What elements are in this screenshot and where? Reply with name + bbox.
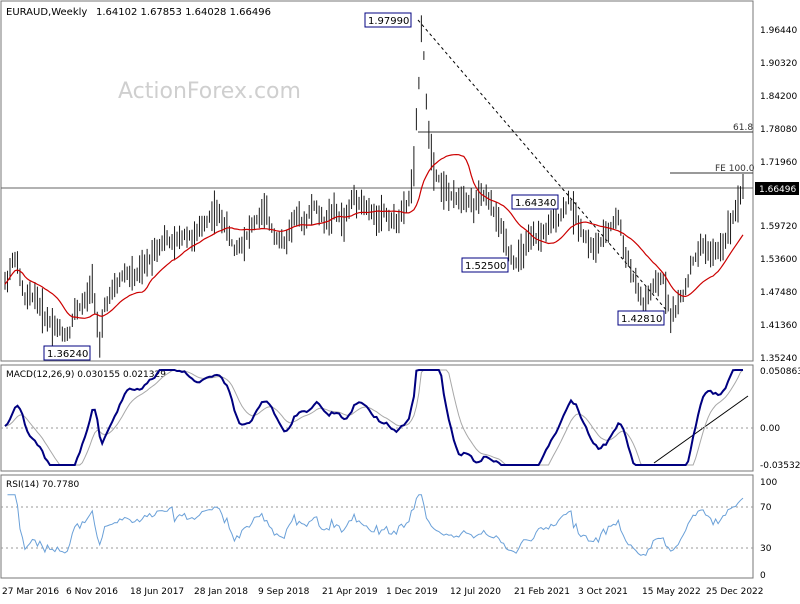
rsi-panel-frame — [0, 474, 754, 579]
y-tick: 1.96440 — [760, 26, 797, 36]
y-tick: 1.53600 — [760, 255, 797, 265]
x-tick: 18 Jun 2017 — [130, 587, 184, 597]
x-tick: 25 Dec 2022 — [706, 587, 764, 597]
level-label-text: 1.42810 — [621, 314, 662, 325]
rsi-y-tick: 30 — [760, 544, 772, 554]
macd-trendline — [653, 395, 749, 464]
level-label-1-97990: 1.97990 — [364, 12, 412, 28]
level-label-1-36240: 1.36240 — [43, 345, 91, 361]
current-price-badge: 1.66496 — [755, 182, 799, 195]
y-tick: 1.35240 — [760, 354, 797, 364]
rsi-y-tick: 70 — [760, 503, 772, 513]
x-tick: 1 Dec 2019 — [386, 587, 438, 597]
macd-panel-frame — [0, 364, 754, 472]
macd-title: MACD(12,26,9) 0.030155 0.021329 — [6, 370, 166, 380]
price-bars-group — [4, 15, 744, 358]
x-axis: 27 Mar 2016 6 Nov 2016 18 Jun 2017 28 Ja… — [2, 587, 764, 597]
y-tick: 1.71960 — [760, 158, 797, 168]
x-tick: 28 Jan 2018 — [194, 587, 248, 597]
level-label-text: 1.36240 — [47, 349, 88, 360]
macd-main-line — [4, 369, 743, 466]
level-label-1-42810: 1.42810 — [617, 310, 665, 326]
x-tick: 3 Oct 2021 — [578, 587, 628, 597]
level-label-text: 1.97990 — [368, 16, 409, 27]
rsi-y-tick: 100 — [760, 478, 777, 488]
y-tick: 1.84200 — [760, 92, 797, 102]
rsi-title: RSI(14) 70.7780 — [6, 480, 79, 490]
x-tick: 21 Feb 2021 — [514, 587, 570, 597]
level-label-text: 1.52500 — [465, 261, 506, 272]
y-tick: 1.90320 — [760, 59, 797, 69]
macd-y-tick: 0.00 — [760, 424, 780, 434]
current-price-badge-bg — [755, 182, 799, 195]
y-tick: 1.59720 — [760, 222, 797, 232]
level-label-1-64340: 1.64340 — [511, 194, 559, 210]
y-tick: 1.47480 — [760, 288, 797, 298]
x-tick: 9 Sep 2018 — [258, 587, 310, 597]
macd-y-tick: 0.050863 — [760, 367, 800, 377]
level-label-1-52500: 1.52500 — [461, 257, 509, 273]
x-tick: 27 Mar 2016 — [2, 587, 59, 597]
x-tick: 21 Apr 2019 — [322, 587, 378, 597]
moving-average-line — [4, 153, 744, 319]
price-panel-frame — [0, 0, 754, 362]
macd-y-tick: -0.035322 — [760, 461, 800, 471]
x-tick: 6 Nov 2016 — [66, 587, 118, 597]
rsi-y-tick: 0 — [760, 571, 766, 581]
y-tick: 1.78080 — [760, 125, 797, 135]
rsi-line — [7, 494, 744, 557]
ohlc-label: 1.64102 1.67853 1.64028 1.66496 — [96, 7, 271, 18]
current-price-badge-text: 1.66496 — [759, 185, 796, 195]
trend-dashed-line — [417, 19, 669, 313]
x-tick: 12 Jul 2020 — [450, 587, 501, 597]
fib-61-8-label: 61.8 — [733, 123, 753, 133]
macd-signal-line — [4, 369, 744, 466]
y-tick: 1.41360 — [760, 321, 797, 331]
watermark: ActionForex.com — [118, 79, 301, 104]
fe-100-label: FE 100.0 — [715, 164, 755, 174]
symbol-label: EURAUD,Weekly — [6, 7, 87, 18]
x-tick: 15 May 2022 — [642, 587, 701, 597]
price-y-axis: 1.96440 1.90320 1.84200 1.78080 1.71960 … — [760, 26, 797, 364]
level-label-text: 1.64340 — [515, 198, 556, 209]
